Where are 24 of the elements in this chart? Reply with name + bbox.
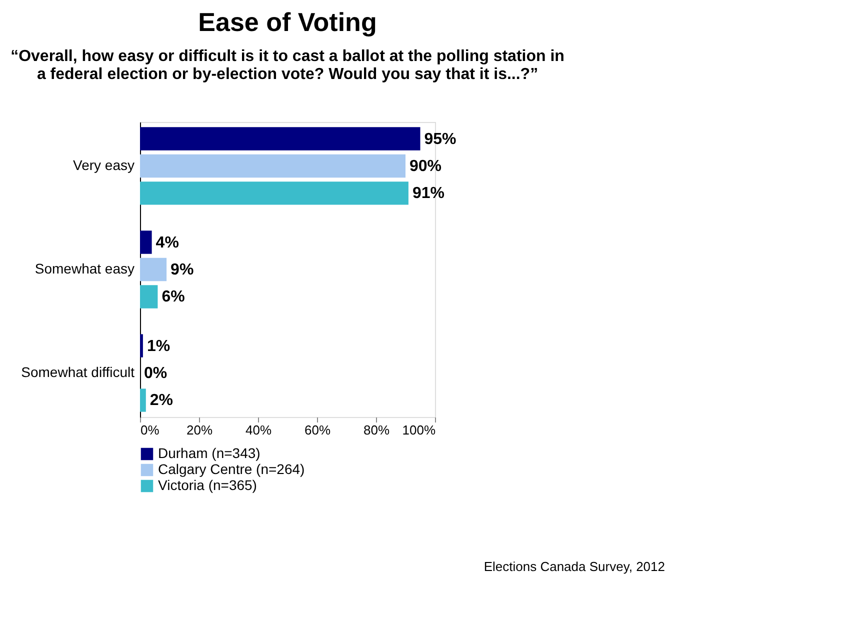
data-label: 9% [170,262,194,278]
y-tick-label: Somewhat difficult [21,364,135,380]
chart-title: Ease of Voting [198,7,377,37]
data-label: 1% [146,338,170,355]
x-tick-label: 20% [186,422,213,438]
data-label: 90% [410,158,442,175]
x-tick-label: 100% [402,422,436,438]
y-tick-label: Somewhat easy [34,260,134,276]
data-label: 4% [156,234,179,252]
y-tick-label: Very easy [73,156,134,173]
data-label: 91% [412,185,444,202]
x-tick-label: 0% [140,422,160,438]
chart-subtitle: “Overall, how easy or difficult is it to cast a ballot at the polling station in a federal election or by-election vote? Would you say that it is...?” [10,48,564,83]
data-label: 2% [150,392,174,410]
legend-label: Calgary Centre (n=264) [158,461,305,477]
x-tick-label: 80% [363,422,390,438]
data-label: 0% [144,365,168,382]
legend-label: Victoria (n=365) [158,477,257,493]
x-tick-label: 40% [245,422,272,438]
legend-label: Durham (n=343) [158,445,260,461]
data-label: 95% [424,130,456,148]
text: Elections Canada Survey, 2012 [484,559,665,574]
x-tick-label: 60% [304,422,331,438]
data-label: 6% [162,288,185,306]
